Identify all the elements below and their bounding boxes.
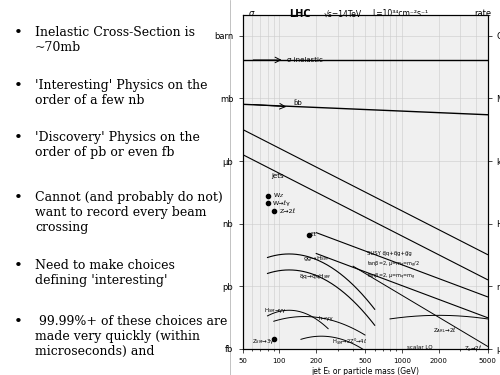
- Text: •: •: [14, 131, 23, 145]
- Text: •: •: [14, 191, 23, 205]
- Text: SUSY q̅q+q̅g+g̅g: SUSY q̅q+q̅g+g̅g: [367, 251, 412, 257]
- Text: h→γγ: h→γγ: [319, 316, 334, 321]
- Text: Inelastic Cross-Section is
~70mb: Inelastic Cross-Section is ~70mb: [35, 26, 195, 54]
- Text: t̅t: t̅t: [312, 232, 317, 237]
- Text: tanβ=2, μ=m$_{̃{q}}$=m$_g$: tanβ=2, μ=m$_{̃{q}}$=m$_g$: [367, 272, 416, 282]
- Text: 'Discovery' Physics on the
order of pb or even fb: 'Discovery' Physics on the order of pb o…: [35, 131, 200, 159]
- Text: LHC: LHC: [289, 9, 311, 20]
- X-axis label: jet Eₜ or particle mass (GeV): jet Eₜ or particle mass (GeV): [311, 366, 419, 375]
- Text: 'Interesting' Physics on the
order of a few nb: 'Interesting' Physics on the order of a …: [35, 79, 208, 107]
- Text: 99.99%+ of these choices are
made very quickly (within
microseconds) and: 99.99%+ of these choices are made very q…: [35, 315, 228, 358]
- Text: scalar LQ: scalar LQ: [407, 345, 432, 350]
- Text: •: •: [14, 26, 23, 40]
- Text: tanβ=2, μ=m$_{̃{q}}$=m$_g$/2: tanβ=2, μ=m$_{̃{q}}$=m$_g$/2: [367, 260, 420, 270]
- Text: √s=14TeV: √s=14TeV: [324, 9, 362, 18]
- Text: b̄b: b̄b: [294, 100, 302, 106]
- Text: Z→2ℓ: Z→2ℓ: [280, 209, 295, 213]
- Text: Z$_{SM}$→3γ: Z$_{SM}$→3γ: [252, 338, 275, 346]
- Text: rate: rate: [474, 9, 492, 18]
- Text: σ: σ: [248, 9, 254, 18]
- Text: H$_{SM}$→γγ: H$_{SM}$→γγ: [264, 306, 287, 315]
- Text: Need to make choices
defining 'interesting': Need to make choices defining 'interesti…: [35, 259, 175, 287]
- Text: Z$_\chi$→2ℓ: Z$_\chi$→2ℓ: [464, 344, 482, 355]
- Text: q̅q→q̅qH$_{SM}$: q̅q→q̅qH$_{SM}$: [299, 272, 332, 281]
- Text: W→ℓγ: W→ℓγ: [272, 200, 290, 206]
- Text: W$_Z$: W$_Z$: [272, 191, 284, 200]
- Text: Cannot (and probably do not)
want to record every beam
crossing: Cannot (and probably do not) want to rec…: [35, 191, 222, 234]
- Text: •: •: [14, 259, 23, 273]
- Text: Z$_{ARL}$→2ℓ: Z$_{ARL}$→2ℓ: [433, 326, 456, 335]
- Text: jets: jets: [270, 172, 283, 178]
- Text: H$_{SM}$→2Z$^0$→4ℓ: H$_{SM}$→2Z$^0$→4ℓ: [332, 336, 368, 346]
- Text: σ inelastic: σ inelastic: [287, 57, 322, 63]
- Text: L=10³⁴cm⁻²s⁻¹: L=10³⁴cm⁻²s⁻¹: [372, 9, 428, 18]
- Text: gg→H$_{SM}$: gg→H$_{SM}$: [302, 254, 329, 263]
- Text: •: •: [14, 79, 23, 93]
- Text: •: •: [14, 315, 23, 329]
